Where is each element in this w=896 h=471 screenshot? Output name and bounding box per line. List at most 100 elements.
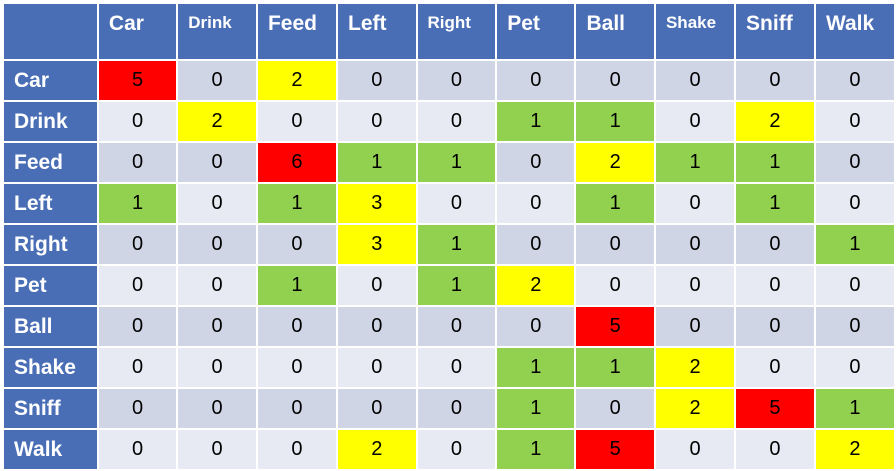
matrix-cell: 0 [257,430,336,469]
matrix-cell: 1 [497,348,575,387]
matrix-cell: 0 [815,307,894,346]
matrix-cell: 0 [257,389,336,428]
matrix-row: Drink 0 2 0 0 0 1 1 0 2 0 [4,102,894,141]
matrix-cell: 0 [178,430,256,469]
matrix-cell: 0 [178,225,256,264]
matrix-cell: 1 [417,225,496,264]
matrix-cell: 1 [576,102,654,141]
matrix-cell: 0 [655,430,735,469]
matrix-cell: 1 [417,143,496,182]
matrix-cell: 5 [576,307,654,346]
column-header: Car [98,4,177,59]
matrix-cell: 1 [497,389,575,428]
matrix-cell: 0 [417,430,496,469]
matrix-cell: 0 [655,61,735,100]
row-header: Left [4,184,97,223]
matrix-cell: 0 [417,102,496,141]
matrix-cell: 0 [178,184,256,223]
matrix-cell: 1 [497,430,575,469]
matrix-cell: 0 [178,266,256,305]
matrix-cell: 2 [655,348,735,387]
matrix-cell: 1 [815,389,894,428]
matrix-cell: 1 [417,266,496,305]
matrix-cell: 0 [736,61,814,100]
matrix-row: Right 0 0 0 3 1 0 0 0 0 1 [4,225,894,264]
matrix-cell: 0 [576,61,654,100]
matrix-cell: 2 [497,266,575,305]
matrix-cell: 3 [338,184,416,223]
matrix-cell: 0 [257,225,336,264]
matrix-cell: 0 [257,348,336,387]
matrix-cell: 1 [576,348,654,387]
matrix-cell: 0 [815,266,894,305]
matrix-cell: 0 [338,307,416,346]
column-header: Pet [497,4,575,59]
matrix-cell: 1 [257,184,336,223]
matrix-row: Sniff 0 0 0 0 0 1 0 2 5 1 [4,389,894,428]
matrix-cell: 2 [815,430,894,469]
matrix-row: Pet 0 0 1 0 1 2 0 0 0 0 [4,266,894,305]
matrix-cell: 0 [655,225,735,264]
matrix-row: Walk 0 0 0 2 0 1 5 0 0 2 [4,430,894,469]
matrix-cell: 0 [736,430,814,469]
matrix-cell: 0 [98,348,177,387]
column-header: Right [417,4,496,59]
row-header: Walk [4,430,97,469]
matrix-cell: 1 [497,102,575,141]
matrix-cell: 2 [178,102,256,141]
matrix-cell: 1 [98,184,177,223]
row-header: Car [4,61,97,100]
matrix-row: Left 1 0 1 3 0 0 1 0 1 0 [4,184,894,223]
matrix-body: Car 5 0 2 0 0 0 0 0 0 0 Drink 0 2 0 0 0 1 1 0 2 0 Feed 0 0 6 1 1 0 2 1… [4,61,894,469]
matrix-cell: 6 [257,143,336,182]
matrix-cell: 0 [178,348,256,387]
matrix-cell: 1 [338,143,416,182]
matrix-cell: 0 [815,348,894,387]
matrix-cell: 3 [338,225,416,264]
matrix-cell: 0 [98,143,177,182]
row-header: Ball [4,307,97,346]
matrix-cell: 0 [497,225,575,264]
matrix-cell: 0 [257,307,336,346]
matrix-cell: 5 [576,430,654,469]
matrix-row: Feed 0 0 6 1 1 0 2 1 1 0 [4,143,894,182]
matrix-cell: 0 [338,266,416,305]
row-header: Shake [4,348,97,387]
matrix-row: Shake 0 0 0 0 0 1 1 2 0 0 [4,348,894,387]
matrix-cell: 0 [815,61,894,100]
matrix-cell: 0 [257,102,336,141]
matrix-cell: 2 [576,143,654,182]
column-header: Drink [178,4,256,59]
matrix-cell: 0 [98,102,177,141]
matrix-cell: 2 [257,61,336,100]
matrix-cell: 0 [417,389,496,428]
matrix-cell: 0 [338,348,416,387]
matrix-cell: 1 [815,225,894,264]
matrix-cell: 1 [736,143,814,182]
matrix-row: Car 5 0 2 0 0 0 0 0 0 0 [4,61,894,100]
matrix-cell: 0 [497,61,575,100]
matrix-cell: 0 [655,102,735,141]
column-header: Walk [815,4,894,59]
matrix-cell: 1 [655,143,735,182]
matrix-cell: 0 [655,184,735,223]
matrix-cell: 1 [257,266,336,305]
matrix-cell: 0 [417,61,496,100]
matrix-cell: 0 [736,348,814,387]
matrix-cell: 0 [338,102,416,141]
matrix-cell: 0 [178,389,256,428]
column-header: Sniff [736,4,814,59]
matrix-cell: 0 [98,430,177,469]
matrix-cell: 1 [576,184,654,223]
matrix-cell: 0 [178,143,256,182]
matrix-cell: 0 [417,348,496,387]
matrix-cell: 0 [98,307,177,346]
matrix-cell: 0 [655,266,735,305]
matrix-cell: 1 [736,184,814,223]
row-header: Right [4,225,97,264]
matrix-cell: 0 [736,307,814,346]
header-row: Car Drink Feed Left Right Pet Ball Shake Sniff Wa… [4,4,894,59]
matrix-cell: 0 [736,266,814,305]
column-header: Shake [655,4,735,59]
